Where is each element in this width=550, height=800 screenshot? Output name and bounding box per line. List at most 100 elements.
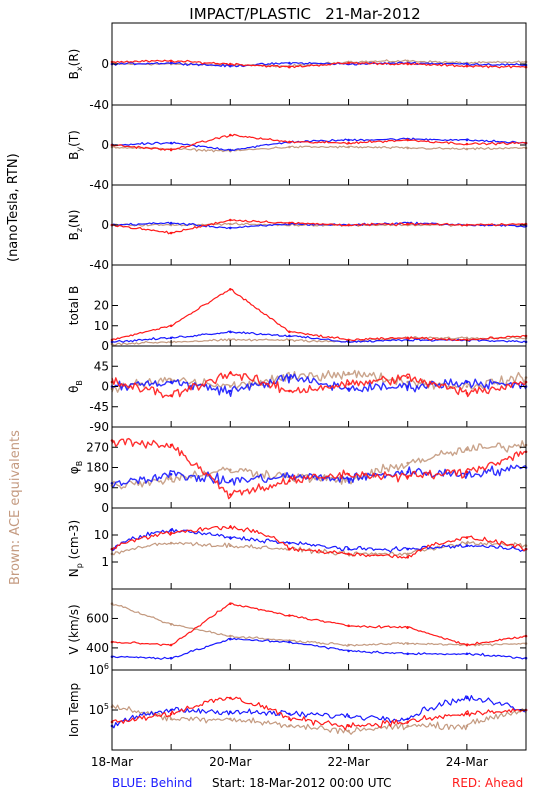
point-ahead-By [406, 139, 409, 142]
point-ahead-IonTemp [406, 721, 409, 724]
panel-totalB: 01020total B [67, 265, 527, 353]
point-ace-IonTemp [406, 725, 409, 728]
point-ace-IonTemp [288, 725, 291, 728]
point-ahead-Bx [406, 63, 409, 66]
point-ahead-Np [288, 548, 291, 551]
point-behind-phi [170, 473, 173, 476]
y-tick-label: 10 [94, 319, 109, 333]
point-ahead-V [406, 626, 409, 629]
point-ahead-V [347, 625, 350, 628]
point-ace-phi [406, 462, 409, 465]
x-tick-label: 20-Mar [209, 755, 251, 769]
point-ace-IonTemp [347, 730, 350, 733]
point-behind-IonTemp [466, 697, 469, 700]
point-behind-V [347, 650, 350, 653]
point-ace-Np [406, 553, 409, 556]
point-behind-By [170, 142, 173, 145]
point-ahead-theta [170, 394, 173, 397]
point-ace-Np [170, 542, 173, 545]
series-ace-V [112, 605, 526, 647]
series-ace-Np [112, 541, 526, 556]
point-ahead-totalB [229, 288, 232, 291]
point-ahead-Bz [406, 223, 409, 226]
panel-V: 600400V (km/s) [67, 589, 527, 670]
y-tick-label: 1 [101, 555, 109, 569]
point-ahead-theta [288, 390, 291, 393]
point-behind-Bz [170, 222, 173, 225]
point-ahead-phi [288, 480, 291, 483]
point-behind-phi [229, 480, 232, 483]
point-behind-V [170, 657, 173, 660]
y-tick-label: 600 [86, 611, 109, 625]
point-ahead-phi [406, 475, 409, 478]
point-ahead-Bx [170, 60, 173, 63]
point-behind-Bx [288, 62, 291, 65]
point-ahead-phi [466, 471, 469, 474]
left-label-field: (nanoTesla, RTN) [6, 153, 21, 262]
point-ahead-IonTemp [466, 713, 469, 716]
point-ahead-Np [347, 553, 350, 556]
point-behind-Np [347, 548, 350, 551]
point-behind-By [229, 149, 232, 152]
point-ahead-Bx [288, 66, 291, 69]
point-behind-totalB [229, 331, 232, 334]
point-behind-V [229, 638, 232, 641]
panel-Bz: 0 -40 Bz(N) [67, 185, 527, 272]
point-ahead-theta [406, 376, 409, 379]
chart-title: IMPACT/PLASTIC 21-Mar-2012 [189, 5, 420, 23]
point-ahead-IonTemp [288, 718, 291, 721]
y-axis-label-Np: Np (cm-3) [67, 520, 84, 578]
point-behind-theta [170, 381, 173, 384]
point-behind-totalB [288, 335, 291, 338]
point-ace-V [406, 642, 409, 645]
point-ahead-By [229, 134, 232, 137]
series-ahead-totalB [112, 290, 526, 341]
y-axis-label-By: By(T) [67, 130, 84, 160]
point-behind-phi [347, 478, 350, 481]
point-ahead-Np [406, 556, 409, 559]
point-ahead-V [288, 614, 291, 617]
point-ace-theta [466, 385, 469, 388]
panel-frame [112, 427, 526, 508]
point-ace-theta [347, 372, 350, 375]
panel-theta: 450-45-90θB [67, 346, 527, 434]
y-tick-label: 20 [94, 299, 109, 313]
y-tick-label: -45 [89, 400, 109, 414]
point-ace-IonTemp [170, 718, 173, 721]
point-ahead-By [170, 149, 173, 152]
point-behind-totalB [170, 337, 173, 340]
point-ace-By [288, 146, 291, 149]
panel-Np: 10 1 Np (cm-3) [67, 508, 527, 589]
point-behind-By [466, 139, 469, 142]
x-tick-label: 22-Mar [327, 755, 369, 769]
panel-frame [112, 508, 526, 589]
point-ace-By [466, 148, 469, 151]
point-ace-Np [466, 542, 469, 545]
point-behind-By [347, 139, 350, 142]
point-ahead-Bx [466, 65, 469, 68]
series-behind-Np [112, 529, 526, 553]
y-tick-label: -40 [89, 258, 109, 272]
point-ahead-IonTemp [229, 697, 232, 700]
footer-red: RED: Ahead [452, 776, 523, 790]
point-behind-V [406, 653, 409, 656]
y-tick-label: 400 [86, 641, 109, 655]
point-ahead-Np [170, 532, 173, 535]
point-ahead-totalB [170, 325, 173, 328]
point-ace-V [347, 644, 350, 647]
point-behind-Np [229, 536, 232, 539]
y-axis-label-phi: φB [67, 461, 84, 474]
point-behind-Np [288, 542, 291, 545]
y-tick-label: 0 [101, 138, 109, 152]
y-axis-label-theta: θB [67, 380, 84, 393]
point-behind-Np [170, 529, 173, 532]
point-ahead-Bx [229, 63, 232, 66]
point-ace-V [229, 635, 232, 638]
point-ace-theta [229, 385, 232, 388]
y-tick-label: 45 [94, 359, 109, 373]
point-ahead-IonTemp [170, 713, 173, 716]
point-ahead-theta [229, 372, 232, 375]
point-behind-Np [406, 548, 409, 551]
panel-By: 0 -40 By(T) [67, 105, 527, 192]
